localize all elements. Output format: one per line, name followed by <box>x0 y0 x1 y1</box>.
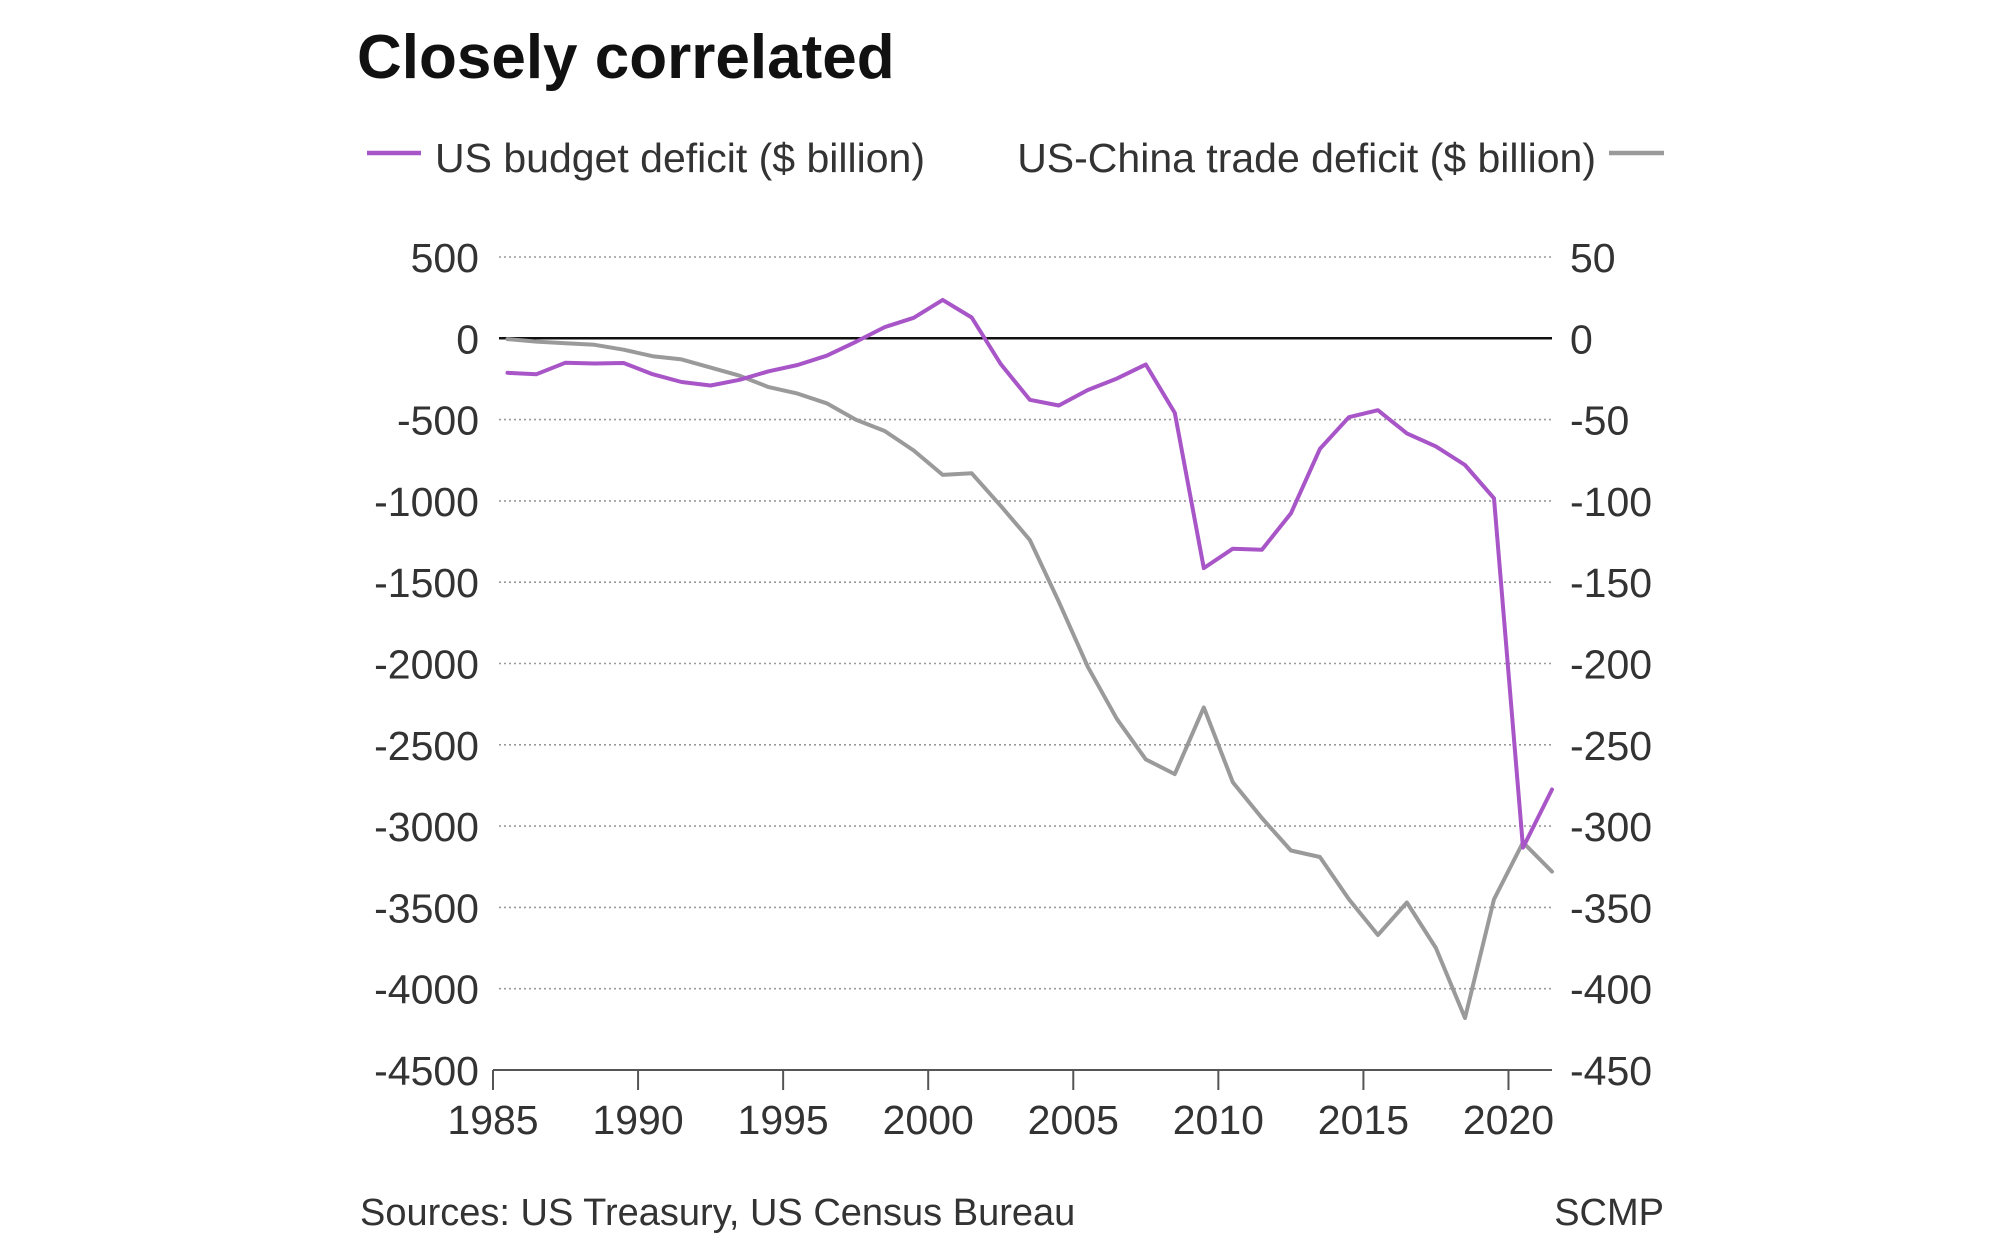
legend-label-budget: US budget deficit ($ billion) <box>435 135 925 181</box>
right-tick-label: -250 <box>1570 723 1652 769</box>
left-tick-label: -4500 <box>374 1048 479 1094</box>
left-tick-label: -3500 <box>374 885 479 931</box>
gridlines <box>499 256 1552 990</box>
left-tick-label: -2000 <box>374 642 479 688</box>
series-lines <box>505 297 1554 1020</box>
x-axis: 1985 1990 1995 2000 2005 2010 2015 2020 <box>447 1069 1554 1143</box>
x-tick-label: 2015 <box>1318 1097 1409 1143</box>
left-tick-label: 0 <box>456 316 479 362</box>
right-tick-label: 50 <box>1570 235 1616 281</box>
legend: US budget deficit ($ billion) US-China t… <box>367 135 1664 181</box>
legend-label-trade: US-China trade deficit ($ billion) <box>1017 135 1596 181</box>
x-tick-label: 1985 <box>447 1097 538 1143</box>
right-tick-label: -200 <box>1570 642 1652 688</box>
right-axis-ticks: 50 0 -50 -100 -150 -200 -250 -300 -350 -400 -450 <box>1570 235 1652 1094</box>
left-tick-label: -2500 <box>374 723 479 769</box>
credit-label: SCMP <box>1554 1192 1664 1234</box>
left-tick-label: -1500 <box>374 560 479 606</box>
left-tick-label: -500 <box>397 398 479 444</box>
x-tick-label: 2005 <box>1028 1097 1119 1143</box>
right-tick-label: -50 <box>1570 398 1629 444</box>
x-tick-label: 2010 <box>1173 1097 1264 1143</box>
left-tick-label: -3000 <box>374 804 479 850</box>
right-tick-label: 0 <box>1570 316 1593 362</box>
right-tick-label: -150 <box>1570 560 1652 606</box>
right-tick-label: -100 <box>1570 479 1652 525</box>
x-tick-label: 1995 <box>738 1097 829 1143</box>
right-tick-label: -350 <box>1570 885 1652 931</box>
source-note: Sources: US Treasury, US Census Bureau <box>360 1192 1075 1234</box>
x-tick-label: 1990 <box>592 1097 683 1143</box>
trade-deficit-line <box>505 337 1554 1020</box>
left-tick-label: -1000 <box>374 479 479 525</box>
chart-title: Closely correlated <box>357 23 895 92</box>
right-tick-label: -400 <box>1570 967 1652 1013</box>
x-tick-label: 2000 <box>883 1097 974 1143</box>
x-tick-label: 2020 <box>1463 1097 1554 1143</box>
left-tick-label: -4000 <box>374 967 479 1013</box>
budget-deficit-line <box>505 297 1554 850</box>
left-tick-label: 500 <box>411 235 479 281</box>
left-axis-ticks: 500 0 -500 -1000 -1500 -2000 -2500 -3000 -3500 -4… <box>374 235 479 1094</box>
right-tick-label: -450 <box>1570 1048 1652 1094</box>
right-tick-label: -300 <box>1570 804 1652 850</box>
